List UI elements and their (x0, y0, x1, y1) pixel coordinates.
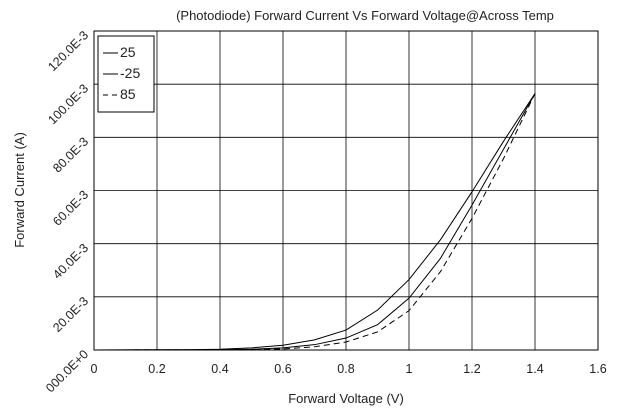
x-tick-label: 0.4 (211, 362, 228, 376)
y-tick-label: 80.0E-3 (50, 135, 91, 176)
x-tick-label: 1.4 (526, 362, 543, 376)
x-tick-label: 1 (406, 362, 413, 376)
legend-entries: 25 -25 85 (103, 44, 140, 102)
legend-label-2: 85 (120, 86, 136, 102)
x-tick-label: 0.2 (148, 362, 165, 376)
series-line-1 (93, 93, 536, 351)
series-line-2 (93, 93, 536, 351)
chart-title: (Photodiode) Forward Current Vs Forward … (176, 8, 554, 23)
y-tick-label: 40.0E-3 (50, 241, 91, 282)
series-line-0 (93, 93, 536, 351)
y-axis-label: Forward Current (A) (12, 132, 27, 248)
y-tick-label: 120.0E-3 (45, 28, 91, 74)
x-axis-label: Forward Voltage (V) (288, 391, 404, 406)
legend-label-1: -25 (120, 65, 140, 81)
series-layer (93, 93, 536, 351)
x-tick-label: 0.6 (274, 362, 291, 376)
x-tick-label: 1.2 (463, 362, 480, 376)
x-tick-label: 0 (91, 362, 98, 376)
x-tick-labels: 0 0.2 0.4 0.6 0.8 1 1.2 1.4 1.6 (91, 362, 607, 376)
y-tick-label: 000.0E+0 (43, 347, 91, 395)
y-tick-label: 60.0E-3 (50, 188, 91, 229)
y-tick-labels: 000.0E+0 20.0E-3 40.0E-3 60.0E-3 80.0E-3 100.… (43, 28, 91, 395)
legend: 25 -25 85 (97, 35, 155, 113)
y-tick-label: 20.0E-3 (50, 294, 91, 335)
plot-frame (93, 30, 599, 351)
y-tick-label: 100.0E-3 (45, 81, 91, 127)
grid-layer (94, 31, 598, 350)
x-tick-label: 1.6 (589, 362, 606, 376)
legend-label-0: 25 (120, 44, 136, 60)
x-tick-label: 0.8 (337, 362, 354, 376)
